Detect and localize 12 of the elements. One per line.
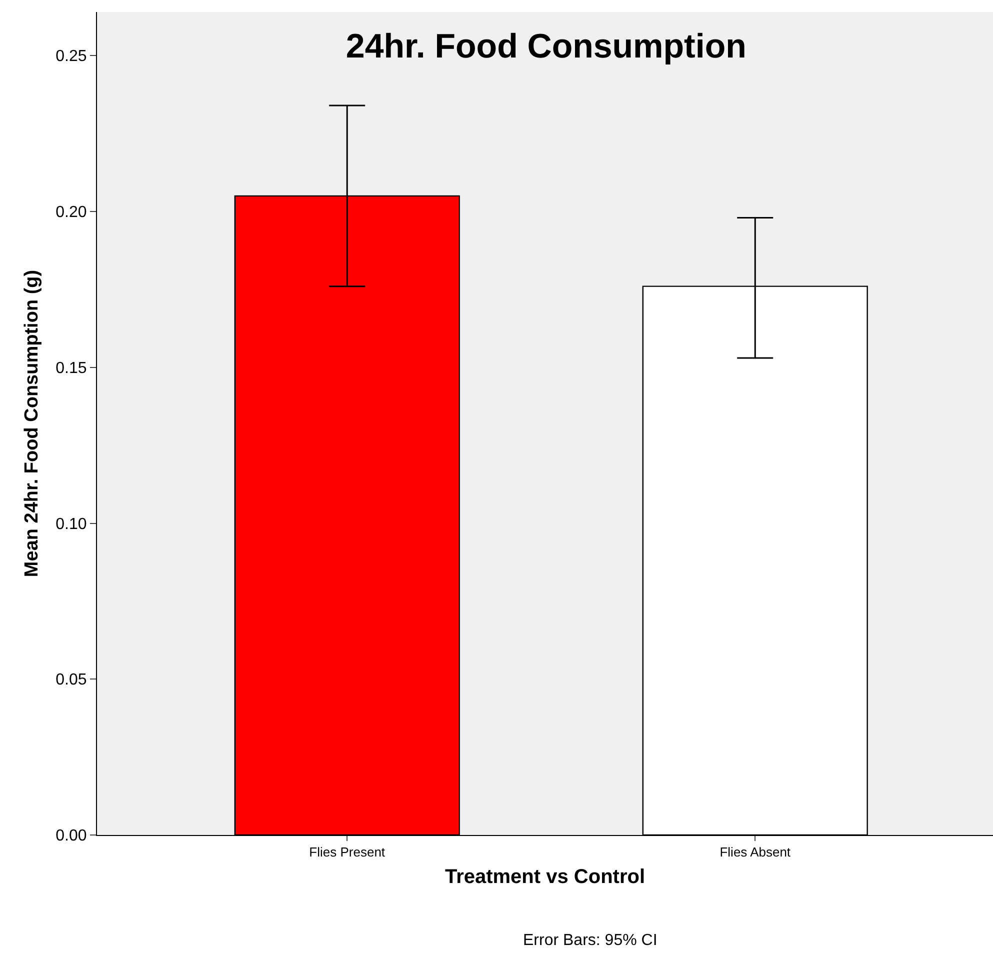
y-tick-label: 0.05 — [56, 672, 87, 689]
x-tick-label: Flies Present — [309, 844, 386, 860]
x-axis-title: Treatment vs Control — [444, 866, 646, 888]
y-axis-title: Mean 24hr. Food Consumption (g) — [22, 270, 43, 578]
y-tick-label: 0.25 — [56, 48, 87, 66]
y-tick-label: 0.00 — [56, 828, 87, 845]
y-tick-label: 0.15 — [56, 360, 87, 377]
text: Error Bars: 95% CI — [523, 932, 658, 949]
y-tick-label: 0.10 — [56, 516, 87, 533]
text: 24hr. Food Consumption — [346, 27, 746, 66]
y-tick-label: 0.20 — [56, 204, 87, 222]
x-tick-label: Flies Absent — [720, 844, 791, 860]
